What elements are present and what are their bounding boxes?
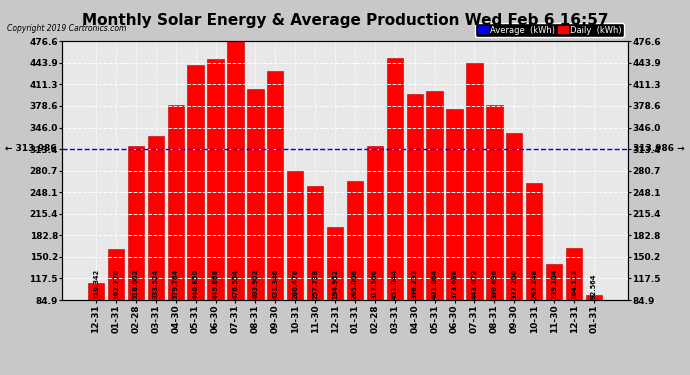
Text: Monthly Solar Energy & Average Production Wed Feb 6 16:57: Monthly Solar Energy & Average Productio… — [81, 13, 609, 28]
Bar — [566, 248, 582, 300]
Text: 396.232: 396.232 — [412, 268, 417, 298]
Bar — [247, 89, 264, 300]
Text: 476.554: 476.554 — [233, 268, 239, 298]
Bar — [188, 65, 204, 300]
Bar — [207, 59, 224, 300]
Bar — [406, 94, 423, 300]
Text: 333.524: 333.524 — [152, 268, 159, 298]
Bar — [168, 105, 184, 300]
Bar — [546, 264, 562, 300]
Text: 262.248: 262.248 — [531, 268, 538, 298]
Bar — [128, 146, 144, 300]
Bar — [307, 186, 324, 300]
Bar — [426, 91, 443, 300]
Text: 257.738: 257.738 — [312, 268, 318, 298]
Bar — [148, 136, 164, 300]
Bar — [506, 134, 522, 300]
Text: ← 313.986: ← 313.986 — [5, 144, 57, 153]
Bar — [366, 146, 383, 300]
Text: 317.506: 317.506 — [372, 268, 378, 298]
Bar — [466, 63, 483, 300]
Bar — [267, 71, 284, 300]
Bar — [486, 105, 502, 300]
Text: 280.476: 280.476 — [292, 268, 298, 298]
Text: 265.006: 265.006 — [352, 268, 358, 298]
Text: 313.986 →: 313.986 → — [633, 144, 685, 153]
Text: 337.200: 337.200 — [511, 268, 518, 298]
Text: Copyright 2019 Cartronics.com: Copyright 2019 Cartronics.com — [7, 24, 126, 33]
Text: 403.902: 403.902 — [253, 268, 258, 298]
Bar — [347, 181, 363, 300]
Text: 164.112: 164.112 — [571, 268, 577, 298]
Text: 162.770: 162.770 — [113, 268, 119, 298]
Bar — [88, 283, 104, 300]
Text: 92.564: 92.564 — [591, 273, 597, 298]
Text: 443.072: 443.072 — [471, 268, 477, 298]
Text: 194.952: 194.952 — [332, 268, 338, 298]
Bar — [108, 249, 124, 300]
Text: 380.696: 380.696 — [491, 268, 497, 298]
Text: 379.764: 379.764 — [172, 268, 179, 298]
Legend: Average  (kWh), Daily  (kWh): Average (kWh), Daily (kWh) — [475, 23, 624, 37]
Bar — [586, 295, 602, 300]
Text: 449.868: 449.868 — [213, 268, 219, 298]
Text: 373.688: 373.688 — [451, 268, 457, 298]
Text: 110.342: 110.342 — [93, 268, 99, 298]
Bar — [446, 109, 463, 300]
Bar — [327, 227, 343, 300]
Text: 318.002: 318.002 — [133, 268, 139, 298]
Bar — [526, 183, 542, 300]
Text: 431.346: 431.346 — [273, 268, 278, 298]
Text: 139.104: 139.104 — [551, 268, 557, 298]
Text: 440.850: 440.850 — [193, 268, 199, 298]
Bar — [287, 171, 304, 300]
Text: 451.044: 451.044 — [392, 268, 398, 298]
Bar — [386, 58, 403, 300]
Text: 401.064: 401.064 — [432, 268, 437, 298]
Bar — [227, 41, 244, 300]
